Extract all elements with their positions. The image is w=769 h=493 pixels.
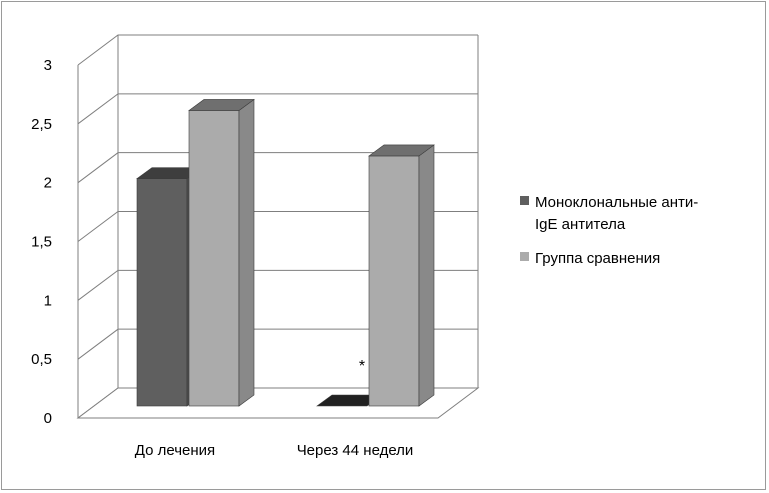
legend-label-antibodies-line1: Моноклональные анти-: [535, 194, 699, 211]
legend-swatch-comparison: [520, 252, 529, 261]
x-category-label: До лечения: [135, 442, 215, 459]
bar-front: [188, 110, 240, 407]
chart-legend: Моноклональные анти- IgE антитела Группа…: [520, 192, 760, 282]
legend-label-comparison: Группа сравнения: [535, 248, 660, 270]
bar-top: [188, 99, 255, 111]
y-tick-label: 2,5: [31, 116, 52, 133]
legend-swatch-antibodies: [520, 196, 529, 205]
bar-side: [238, 98, 255, 407]
bar-front: [368, 155, 420, 407]
legend-item-comparison: Группа сравнения: [520, 248, 760, 270]
y-tick-label: 2: [44, 175, 52, 192]
bar-top: [368, 144, 435, 157]
bar-side: [418, 144, 435, 407]
legend-label-comparison-line1: Группа сравнения: [535, 250, 661, 267]
y-tick-label: 1,5: [31, 234, 52, 251]
y-tick-label: 0,5: [31, 351, 52, 368]
bar-front: [136, 178, 188, 407]
legend-label-antibodies: Моноклональные анти- IgE антитела: [535, 192, 698, 236]
y-tick-label: 1: [44, 292, 52, 309]
y-tick-label: 3: [44, 57, 52, 74]
significance-asterisk: *: [359, 358, 365, 375]
legend-item-antibodies: Моноклональные анти- IgE антитела: [520, 192, 760, 236]
legend-label-antibodies-line2: IgE антитела: [535, 216, 626, 233]
y-tick-label: 0: [44, 410, 52, 427]
x-category-label: Через 44 недели: [297, 442, 414, 459]
